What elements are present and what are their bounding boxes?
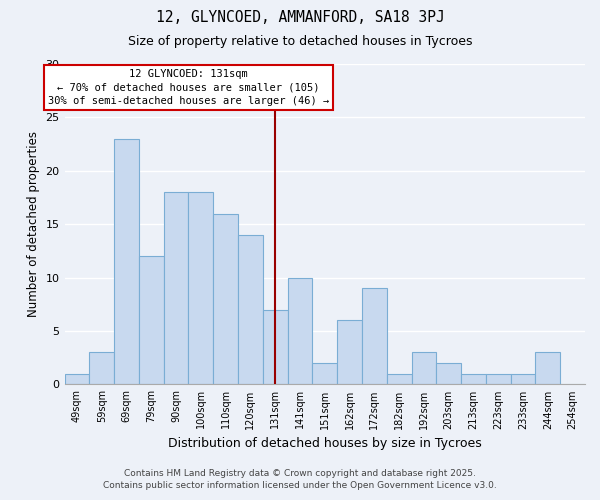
Bar [164, 192, 188, 384]
Bar [436, 363, 461, 384]
Bar [362, 288, 387, 384]
Bar [114, 139, 139, 384]
Bar [486, 374, 511, 384]
X-axis label: Distribution of detached houses by size in Tycroes: Distribution of detached houses by size … [168, 437, 482, 450]
Bar [337, 320, 362, 384]
Text: Contains HM Land Registry data © Crown copyright and database right 2025.
Contai: Contains HM Land Registry data © Crown c… [103, 468, 497, 490]
Bar [511, 374, 535, 384]
Bar [387, 374, 412, 384]
Bar [287, 278, 313, 384]
Text: 12 GLYNCOED: 131sqm
← 70% of detached houses are smaller (105)
30% of semi-detac: 12 GLYNCOED: 131sqm ← 70% of detached ho… [48, 70, 329, 106]
Text: Size of property relative to detached houses in Tycroes: Size of property relative to detached ho… [128, 35, 472, 48]
Bar [313, 363, 337, 384]
Bar [89, 352, 114, 384]
Y-axis label: Number of detached properties: Number of detached properties [27, 131, 40, 317]
Bar [461, 374, 486, 384]
Bar [65, 374, 89, 384]
Bar [263, 310, 287, 384]
Bar [412, 352, 436, 384]
Bar [139, 256, 164, 384]
Text: 12, GLYNCOED, AMMANFORD, SA18 3PJ: 12, GLYNCOED, AMMANFORD, SA18 3PJ [155, 10, 445, 25]
Bar [238, 235, 263, 384]
Bar [535, 352, 560, 384]
Bar [213, 214, 238, 384]
Bar [188, 192, 213, 384]
